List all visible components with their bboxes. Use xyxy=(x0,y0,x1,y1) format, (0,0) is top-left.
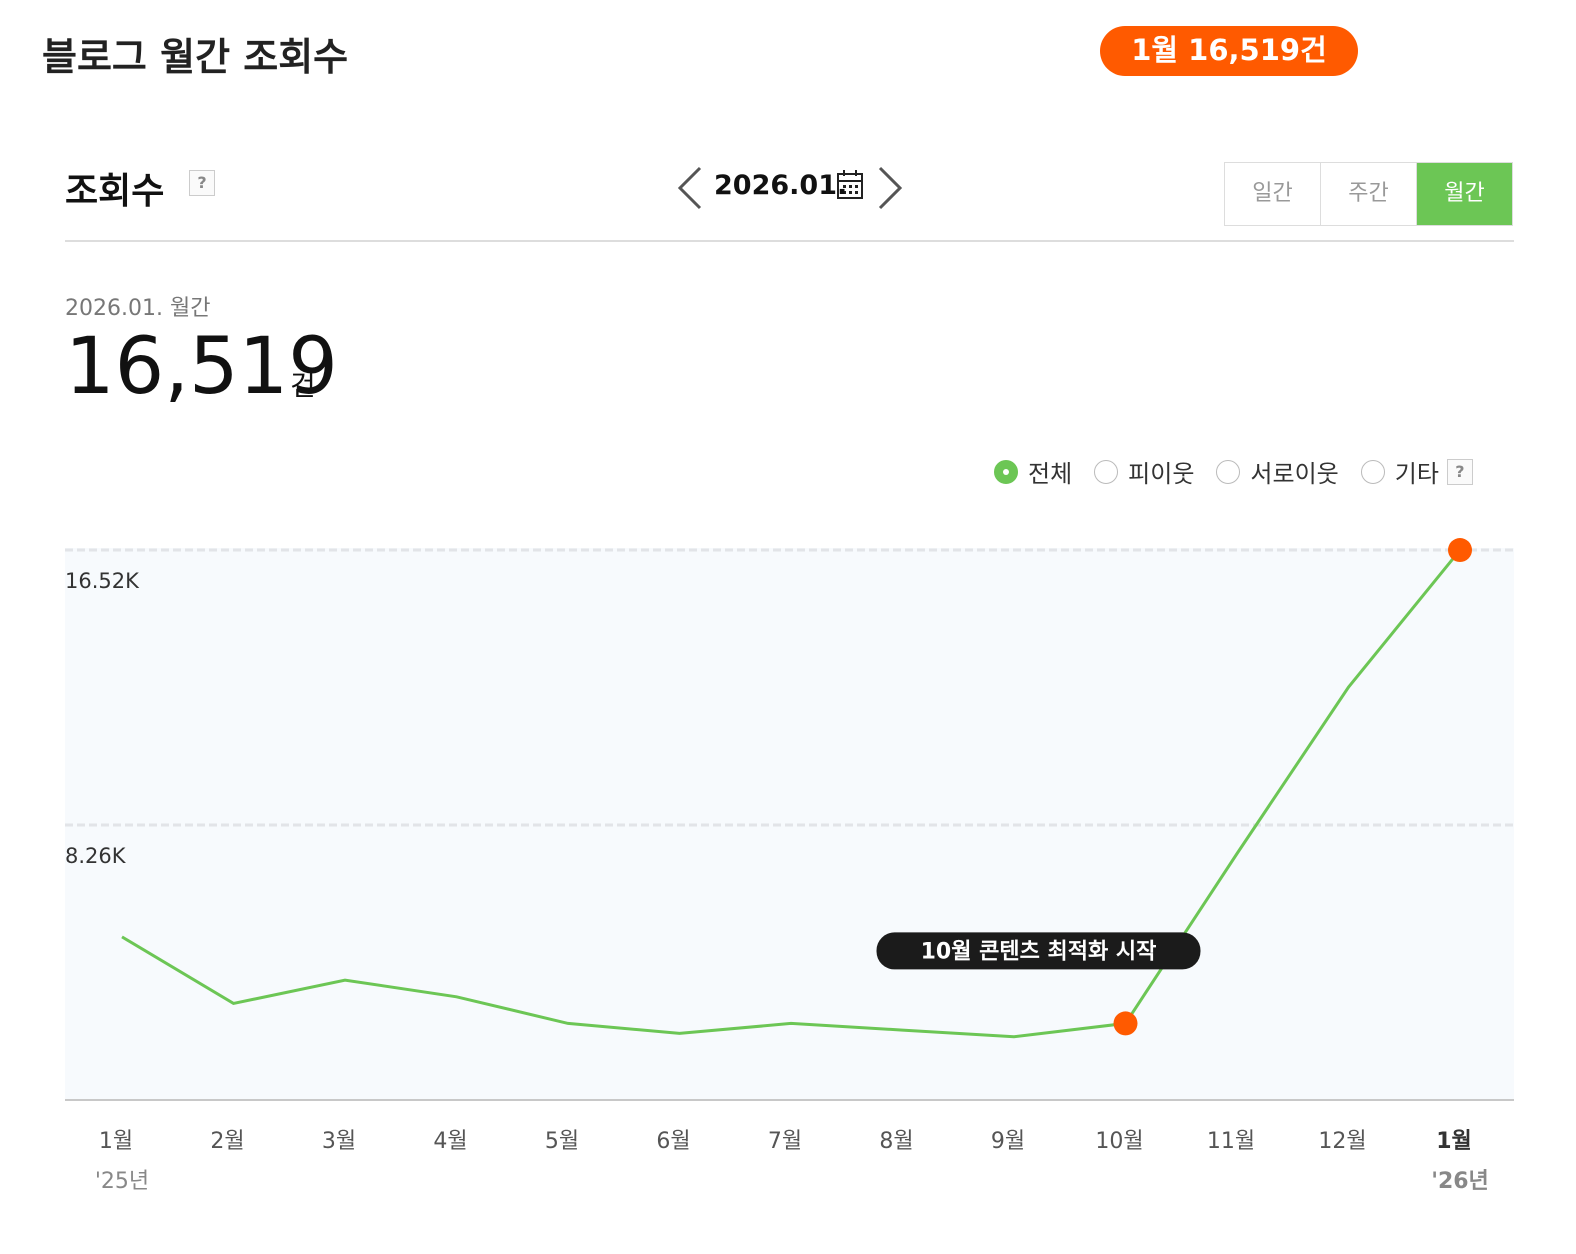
filter-label: 기타 xyxy=(1394,460,1439,488)
filter-option[interactable]: 피이웃 xyxy=(1094,454,1194,489)
next-arrow[interactable] xyxy=(878,166,903,210)
x-tick-label: 8월 xyxy=(879,1129,913,1154)
x-tick-label: 6월 xyxy=(656,1129,690,1154)
x-tick-label: 3월 xyxy=(322,1129,356,1154)
x-tick-label: 12월 xyxy=(1318,1129,1366,1154)
x-tick-label: 9월 xyxy=(991,1129,1025,1154)
x-tick-label: 5월 xyxy=(545,1129,579,1154)
period-label: 2026.01. 월간 xyxy=(65,296,211,321)
period-tabs: 일간 주간 월간 xyxy=(1224,162,1513,226)
filter-group: 전체 피이웃 서로이웃 기타 ? xyxy=(994,454,1473,489)
annotation-box xyxy=(876,932,1201,970)
prev-arrow[interactable] xyxy=(677,166,702,210)
date-label: 2026.01. xyxy=(714,170,848,201)
x-year-label: '25년 xyxy=(95,1169,149,1194)
radio[interactable] xyxy=(994,459,1018,484)
tab[interactable]: 일간 xyxy=(1225,163,1321,225)
radio[interactable] xyxy=(1216,459,1241,484)
x-tick-label: 4월 xyxy=(433,1129,467,1154)
x-tick-label: 11월 xyxy=(1207,1129,1255,1154)
x-tick-label: 2월 xyxy=(210,1129,244,1154)
highlight-point xyxy=(1113,1011,1138,1036)
help-icon[interactable]: ? xyxy=(1446,458,1473,485)
annotation-text: 10월 콘텐츠 최적화 시작 xyxy=(921,939,1157,964)
filter-label: 서로이웃 xyxy=(1250,460,1339,488)
filter-label: 전체 xyxy=(1028,460,1073,488)
badge: 1월 16,519건 xyxy=(1100,26,1358,76)
total-count: 16,519 xyxy=(65,322,338,412)
tab[interactable]: 주간 xyxy=(1321,163,1417,225)
x-tick-label: 1월 xyxy=(1436,1129,1472,1154)
radio[interactable] xyxy=(1094,459,1119,484)
help-icon[interactable]: ? xyxy=(189,170,215,196)
page-title: 블로그 월간 조회수 xyxy=(42,35,349,79)
date-nav xyxy=(677,166,903,210)
y-tick-label: 8.26K xyxy=(65,844,127,868)
divider xyxy=(65,240,1514,242)
y-tick-label: 16.52K xyxy=(65,569,140,593)
filter-option[interactable]: 서로이웃 xyxy=(1216,454,1339,489)
series-line xyxy=(121,549,1462,1039)
radio[interactable] xyxy=(1360,459,1385,484)
filter-option[interactable]: 전체 xyxy=(994,454,1072,489)
filter-option[interactable]: 기타 xyxy=(1360,454,1439,489)
x-tick-label: 1월 xyxy=(99,1129,133,1154)
filter-label: 피이웃 xyxy=(1128,460,1195,488)
x-year-label: '26년 xyxy=(1431,1169,1489,1194)
chart: 8.26K 16.52K 1월 '25년 2월 3월 4월 5월 6월 7월 8월 9월 10월 11월 1… xyxy=(65,538,1514,1194)
x-tick-label: 7월 xyxy=(768,1129,802,1154)
section-title: 조회수 xyxy=(65,171,165,212)
total-unit: 건 xyxy=(290,369,316,402)
highlight-point xyxy=(1448,538,1472,563)
tab[interactable]: 월간 xyxy=(1417,163,1512,225)
calendar-icon[interactable] xyxy=(837,170,863,199)
x-tick-label: 10월 xyxy=(1095,1129,1143,1154)
